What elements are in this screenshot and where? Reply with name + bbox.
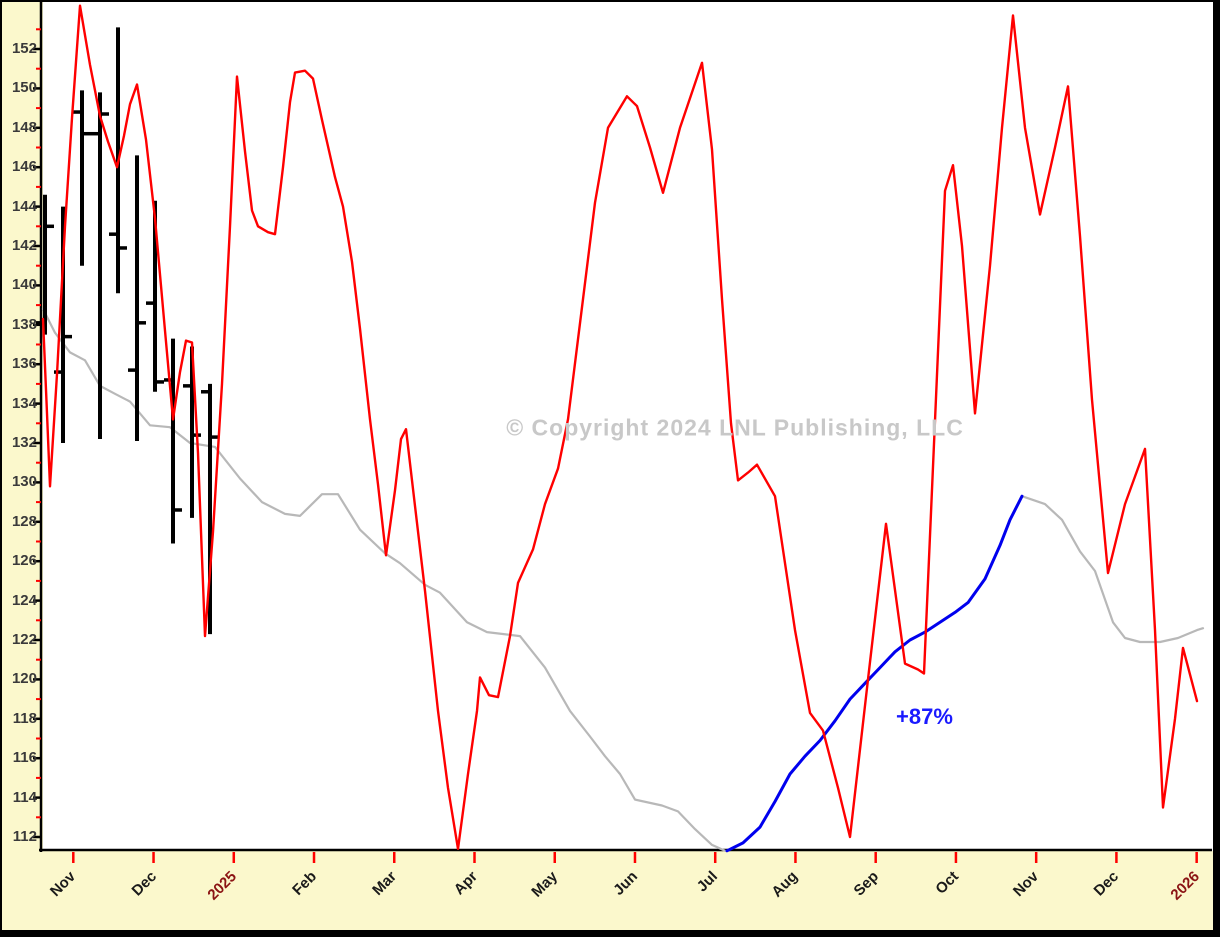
copyright-watermark: © Copyright 2024 LNL Publishing, LLC (506, 414, 964, 441)
y-tick-label: 144 (11, 197, 37, 215)
gain-annotation: +87% (896, 704, 953, 729)
seasonal-pattern-red-line (41, 4, 1199, 850)
y-tick-label: 128 (11, 512, 37, 530)
y-tick-label: 124 (11, 591, 37, 609)
y-tick-label: 122 (11, 631, 37, 648)
y-tick-label: 150 (11, 79, 37, 97)
projection-blue-line (725, 494, 1024, 853)
moving-average-gray-left-line (41, 307, 727, 852)
y-tick-label: 152 (11, 40, 37, 57)
plot-area (43, 2, 1213, 851)
y-tick-label: 114 (12, 788, 37, 806)
y-tick-label: 134 (11, 394, 37, 412)
moving-average-gray-right-line (1020, 495, 1205, 644)
y-tick-label: 116 (12, 749, 37, 767)
y-tick-label: 130 (11, 473, 37, 491)
y-tick-label: 112 (12, 828, 37, 845)
y-tick-label: 140 (11, 276, 37, 294)
y-tick-label: 132 (11, 434, 37, 451)
y-tick-label: 146 (11, 158, 37, 176)
y-tick-label: 120 (11, 670, 37, 688)
y-tick-label: 136 (11, 355, 37, 373)
y-tick-label: 138 (11, 315, 37, 333)
y-tick-label: 118 (12, 709, 37, 727)
y-tick-label: 126 (11, 552, 37, 570)
y-tick-label: 148 (11, 118, 37, 136)
y-tick-label: 142 (11, 237, 37, 254)
